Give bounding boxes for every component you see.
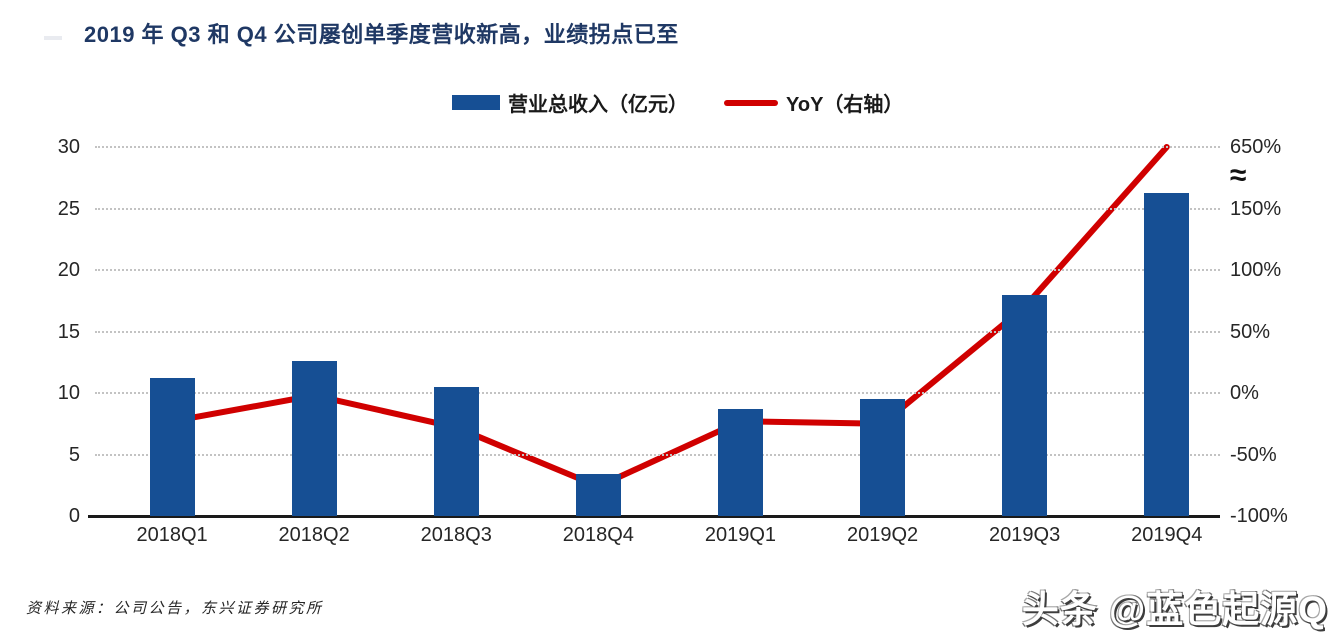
legend-item-revenue: 营业总收入（亿元） — [452, 88, 688, 117]
x-axis-tick-label: 2019Q4 — [1131, 524, 1203, 546]
gridline — [95, 453, 1220, 456]
y2-axis-tick-label: 50% — [1230, 320, 1271, 343]
y-axis-tick-label: 30 — [57, 136, 80, 158]
revenue-bar — [717, 408, 763, 516]
y2-axis-tick-label: 0% — [1230, 382, 1259, 404]
x-axis-tick-label: 2018Q4 — [562, 524, 634, 546]
chart-title: 2019 年 Q3 和 Q4 公司屡创单季度营收新高，业绩拐点已至 — [84, 22, 679, 47]
y2-axis-tick-label: 150% — [1230, 197, 1282, 220]
revenue-bar — [1002, 294, 1048, 516]
y-axis-tick-label: 25 — [57, 197, 80, 220]
x-axis-tick-label: 2018Q1 — [136, 524, 208, 546]
gridline — [95, 207, 1220, 210]
chart-legend: 营业总收入（亿元） YoY（右轴） — [452, 88, 903, 117]
revenue-bar — [291, 361, 337, 516]
source-note: 资料来源：公司公告，东兴证券研究所 — [26, 599, 324, 617]
x-axis-tick-label: 2018Q3 — [420, 524, 492, 546]
legend-label-yoy: YoY（右轴） — [786, 94, 904, 116]
y-axis-tick-label: 20 — [57, 259, 80, 281]
gridline — [95, 330, 1220, 333]
y2-axis-tick-label: -50% — [1230, 443, 1277, 466]
legend-item-yoy: YoY（右轴） — [724, 88, 903, 117]
x-axis-line — [88, 515, 1220, 518]
gridline — [95, 269, 1220, 271]
watermark: 头条 @蓝色起源Q — [1021, 589, 1328, 630]
right-axis-break-symbol: ≈ — [1230, 159, 1247, 192]
revenue-bar — [149, 378, 195, 516]
bar-series-swatch — [452, 95, 500, 110]
y-axis-tick-label: 10 — [57, 382, 80, 404]
revenue-bar — [575, 474, 621, 516]
x-axis-tick-label: 2019Q3 — [989, 524, 1061, 546]
x-axis-tick-label: 2019Q2 — [846, 524, 919, 546]
gridline — [95, 392, 1220, 394]
revenue-bar — [1144, 192, 1190, 516]
y2-axis-tick-label: 650% — [1230, 136, 1282, 158]
legend-label-revenue: 营业总收入（亿元） — [508, 94, 688, 116]
x-axis-tick-label: 2018Q2 — [278, 524, 350, 546]
stray-mark — [44, 36, 62, 40]
y-axis-tick-label: 5 — [68, 443, 80, 466]
revenue-bar — [860, 399, 906, 516]
x-axis-tick-label: 2019Q1 — [704, 524, 777, 546]
y2-axis-tick-label: -100% — [1230, 505, 1288, 527]
line-series-swatch — [724, 99, 778, 106]
revenue-bar — [433, 386, 479, 516]
y-axis-tick-label: 15 — [57, 320, 80, 343]
y-axis-tick-label: 0 — [68, 505, 80, 527]
y2-axis-tick-label: 100% — [1230, 259, 1282, 281]
gridline — [95, 146, 1220, 148]
